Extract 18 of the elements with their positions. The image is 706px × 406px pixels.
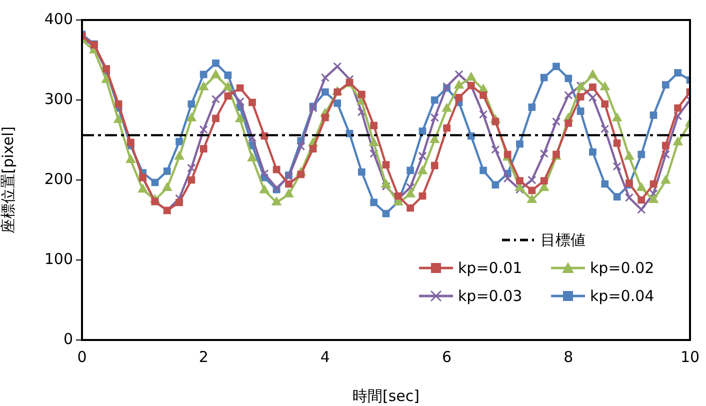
x-tick-label: 2: [198, 348, 208, 366]
legend-label: kp=0.03: [458, 287, 522, 305]
x-axis-title: 時間[sec]: [352, 386, 420, 405]
legend-label: kp=0.04: [590, 287, 654, 305]
y-tick-label: 0: [63, 330, 73, 348]
x-tick-label: 4: [320, 348, 330, 366]
y-axis-title: 座標位置[pixel]: [0, 126, 17, 234]
y-tick-label: 200: [44, 170, 73, 188]
y-tick-label: 300: [44, 90, 73, 108]
legend-label: 目標値: [540, 230, 586, 250]
x-tick-label: 0: [77, 348, 87, 366]
x-tick-label: 8: [564, 348, 574, 366]
x-tick-label: 6: [442, 348, 452, 366]
legend-label: kp=0.01: [458, 259, 522, 277]
legend-label: kp=0.02: [590, 259, 654, 277]
y-tick-label: 400: [44, 10, 73, 28]
y-tick-label: 100: [44, 250, 73, 268]
x-tick-label: 10: [680, 348, 700, 366]
